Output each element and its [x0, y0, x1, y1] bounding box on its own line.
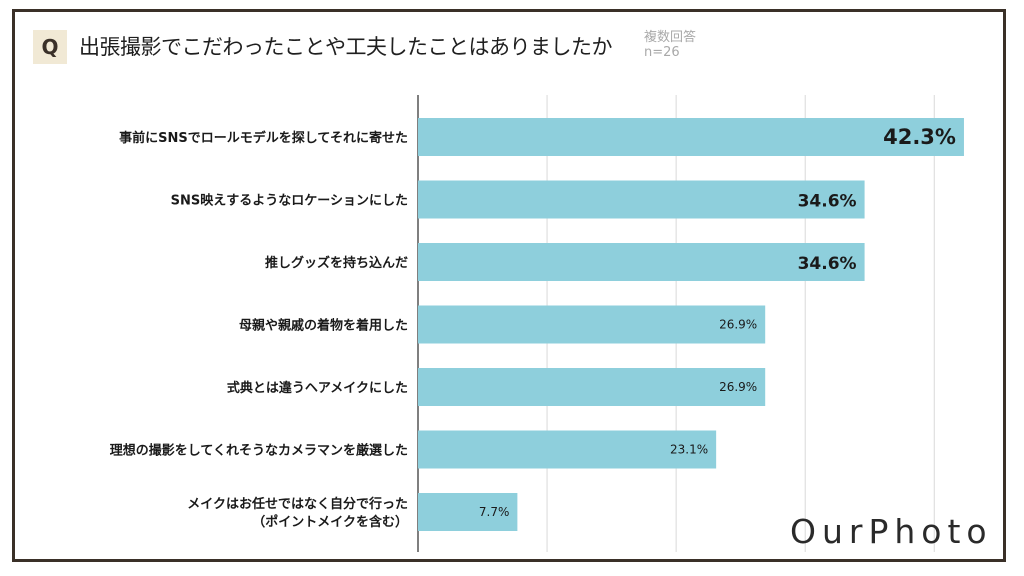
bar [418, 368, 766, 406]
category-label: 式典とは違うヘアメイクにした [227, 380, 408, 396]
bar [418, 118, 964, 156]
bar [418, 430, 717, 469]
data-label: 26.9% [719, 380, 757, 394]
data-label: 23.1% [670, 443, 708, 457]
category-label: （ポイントメイクを含む） [252, 514, 408, 530]
category-label: メイクはお任せではなく自分で行った [187, 496, 408, 512]
question-title: 出張撮影でこだわったことや工夫したことはありましたか [79, 35, 613, 59]
category-label: 事前にSNSでロールモデルを探してそれに寄せた [119, 130, 408, 146]
sample-size: n=26 [644, 45, 680, 60]
category-label: 推しグッズを持ち込んだ [265, 255, 408, 271]
chart-frame [12, 9, 1006, 562]
question-badge: Q [33, 30, 67, 64]
ourphoto-logo: OurPhoto [790, 512, 993, 551]
category-label: 理想の撮影をしてくれそうなカメラマンを厳選した [110, 443, 408, 459]
bar [418, 305, 766, 344]
bar [418, 180, 865, 219]
bar [418, 493, 518, 531]
answer-type: 複数回答 [644, 30, 697, 45]
data-label: 34.6% [798, 192, 857, 212]
data-label: 42.3% [883, 125, 956, 149]
data-label: 7.7% [479, 505, 510, 519]
answer-meta: 複数回答 n=26 [644, 30, 696, 60]
data-label: 34.6% [798, 254, 857, 274]
category-label: SNS映えするようなロケーションにした [171, 193, 408, 209]
category-label: 母親や親戚の着物を着用した [239, 318, 408, 334]
bar [418, 243, 865, 281]
data-label: 26.9% [719, 318, 757, 332]
